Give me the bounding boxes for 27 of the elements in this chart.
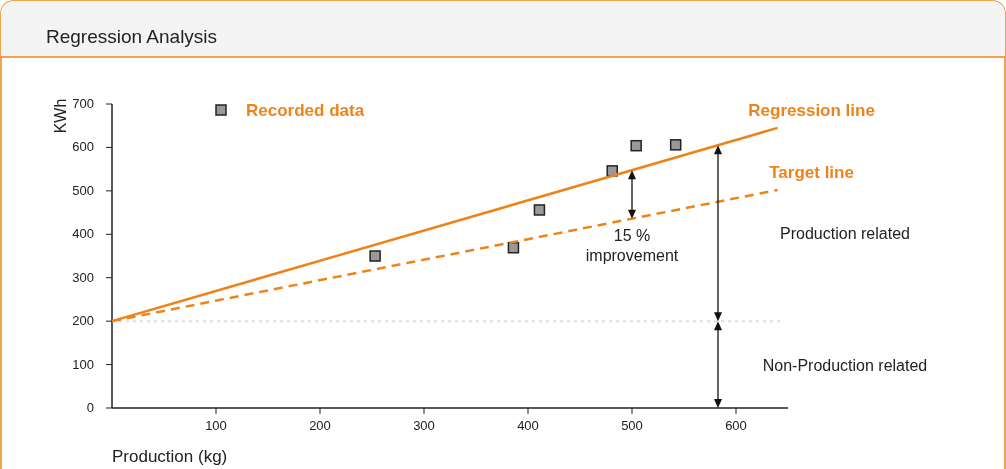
x-tick-label: 200 [309,418,331,433]
point [669,139,682,151]
point [630,139,642,152]
y-tick-label: 100 [72,356,94,372]
y-tick-label: 0 [86,400,94,415]
x-tick-label: 400 [517,418,539,433]
annotation: Production related [780,225,910,243]
x-axis-title: Production (kg) [112,447,228,466]
chart-title: Regression Analysis [46,26,218,47]
series-label: Target line [769,162,854,182]
x-tick-label: 600 [725,418,747,433]
x-tick-label: 300 [413,418,435,433]
y-tick-label: 200 [72,313,94,329]
point [533,204,546,216]
y-tick-label: 600 [72,139,94,155]
point [369,250,381,262]
y-tick-label: 700 [72,96,94,111]
annotation: Non-Production related [762,356,928,374]
legend-label: Recorded data [246,101,365,120]
x-tick-label: 100 [205,418,227,433]
y-tick-label: 300 [72,269,94,285]
y-tick-label: 500 [72,182,94,198]
annotation: 15 % improvement [585,226,679,264]
x-tick-label: 500 [621,418,643,433]
series-label: Regression line [748,100,875,120]
y-axis-title: KWh [52,98,69,134]
y-tick-label: 400 [72,226,94,242]
